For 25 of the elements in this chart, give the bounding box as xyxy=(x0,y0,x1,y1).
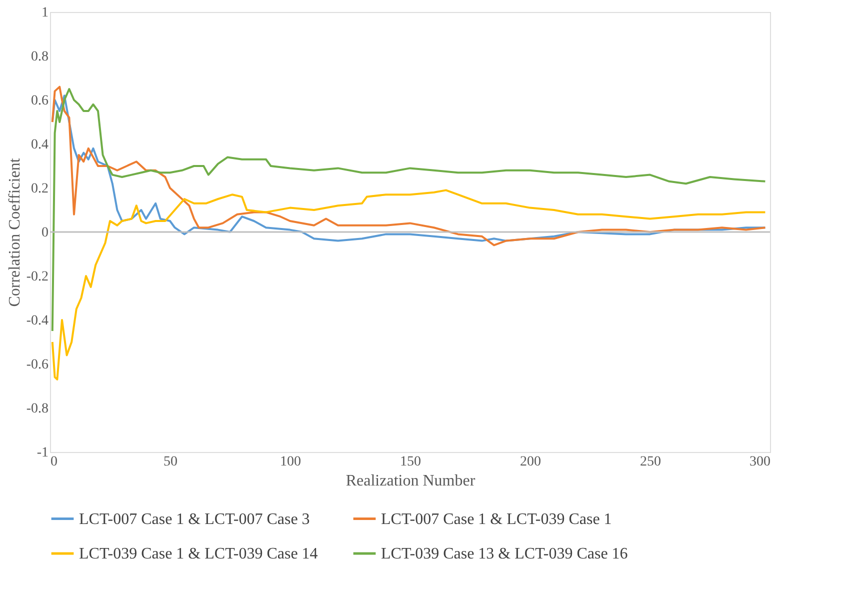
y-tick-label: -1 xyxy=(36,446,48,460)
y-tick-label: 0.8 xyxy=(31,50,48,64)
y-tick-label: -0.4 xyxy=(26,314,48,328)
x-tick-label: 300 xyxy=(750,454,770,470)
line-series xyxy=(51,88,766,332)
legend-label: LCT-007 Case 1 & LCT-007 Case 3 xyxy=(79,510,310,528)
x-tick-label: 100 xyxy=(280,454,301,470)
y-tick-label: 0.2 xyxy=(31,182,48,196)
y-tick-label: -0.6 xyxy=(26,358,48,372)
y-tick-label: -0.8 xyxy=(26,402,48,416)
legend-label: LCT-007 Case 1 & LCT-039 Case 1 xyxy=(381,510,612,528)
x-tick-label: 200 xyxy=(520,454,541,470)
x-tick-label: 250 xyxy=(640,454,661,470)
y-tick-label: 0.6 xyxy=(31,94,48,108)
y-tick-label: 1 xyxy=(42,6,48,20)
legend-label: LCT-039 Case 13 & LCT-039 Case 16 xyxy=(381,546,628,562)
legend-label: LCT-039 Case 1 & LCT-039 Case 14 xyxy=(79,546,318,562)
y-tick-label: 0 xyxy=(42,226,48,240)
x-axis-title: Realization Number xyxy=(346,472,476,490)
x-tick-label: 150 xyxy=(400,454,421,470)
y-axis-title: Correlation Coefficient xyxy=(6,158,24,307)
line-series xyxy=(51,189,766,380)
x-tick-label: 50 xyxy=(164,454,178,470)
y-tick-label: -0.2 xyxy=(26,270,48,284)
y-tick-label: 0.4 xyxy=(31,138,48,152)
